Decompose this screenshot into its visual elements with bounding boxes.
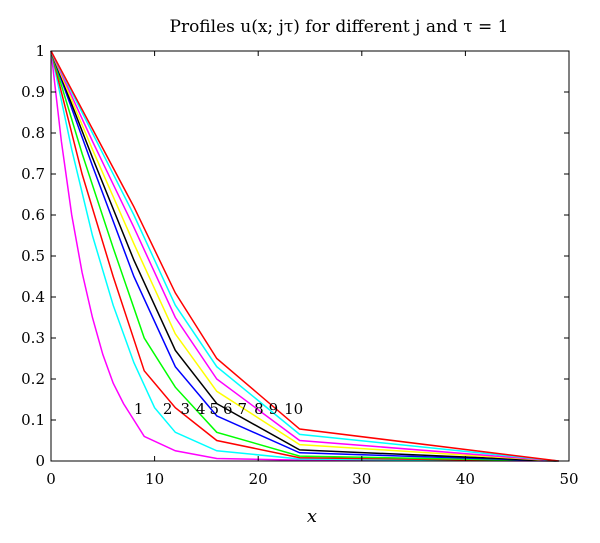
series-line-8 xyxy=(50,50,559,462)
x-axis: 0 10 20 30 40 50 xyxy=(46,51,579,488)
y-tick-label: 0.7 xyxy=(21,165,45,183)
y-axis: 0 0.1 0.2 0.3 0.4 0.5 0.6 0.7 0.8 0.9 1 xyxy=(21,42,569,470)
x-tick-label: 0 xyxy=(46,470,56,488)
series-line-6 xyxy=(50,50,559,462)
curve-label-3: 3 xyxy=(181,400,191,418)
plot-area: 1 2 3 4 5 6 7 8 9 10 xyxy=(50,50,559,462)
curve-label-1: 1 xyxy=(134,400,144,418)
x-tick-label: 20 xyxy=(249,470,268,488)
series-line-7 xyxy=(50,50,559,462)
series-line-1 xyxy=(50,50,559,462)
plot-frame xyxy=(50,50,570,462)
y-tick-label: 0.9 xyxy=(21,83,45,101)
y-tick-label: 0.3 xyxy=(21,329,45,347)
series-line-9 xyxy=(50,50,559,462)
x-tick-label: 30 xyxy=(352,470,371,488)
y-tick-label: 0.5 xyxy=(21,247,45,265)
x-tick-label: 10 xyxy=(145,470,164,488)
y-tick-label: 0.2 xyxy=(21,370,45,388)
y-tick-label: 0.1 xyxy=(21,411,45,429)
curve-label-10: 10 xyxy=(284,400,303,418)
curve-label-5: 5 xyxy=(210,400,220,418)
series-line-3 xyxy=(50,50,559,462)
curve-label-2: 2 xyxy=(163,400,173,418)
curve-label-6: 6 xyxy=(223,400,233,418)
y-tick-label: 0.8 xyxy=(21,124,45,142)
y-tick-label: 0 xyxy=(35,452,45,470)
series-line-10 xyxy=(50,50,559,462)
x-tick-label: 40 xyxy=(456,470,475,488)
curve-label-9: 9 xyxy=(269,400,279,418)
x-tick-label: 50 xyxy=(559,470,578,488)
curve-label-8: 8 xyxy=(254,400,264,418)
series-line-5 xyxy=(50,50,559,462)
series-line-2 xyxy=(50,50,559,462)
series-line-4 xyxy=(50,50,559,462)
curve-label-4: 4 xyxy=(196,400,206,418)
y-tick-label: 1 xyxy=(35,42,45,60)
curve-label-7: 7 xyxy=(238,400,248,418)
x-axis-label: x xyxy=(307,506,317,527)
chart-title: Profiles u(x; jτ) for different j and τ … xyxy=(170,17,509,37)
y-tick-label: 0.6 xyxy=(21,206,45,224)
y-tick-label: 0.4 xyxy=(21,288,45,306)
